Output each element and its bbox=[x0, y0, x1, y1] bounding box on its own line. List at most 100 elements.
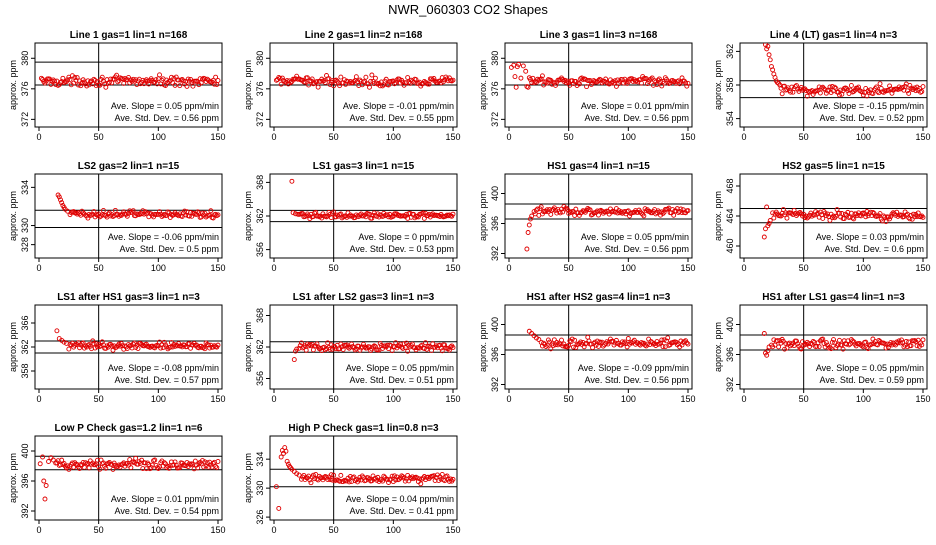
data-point bbox=[685, 80, 691, 86]
data-point bbox=[915, 337, 921, 343]
data-point bbox=[863, 214, 869, 220]
data-point bbox=[81, 464, 87, 470]
slope-annotation: Ave. Slope = -0.01 ppm/min bbox=[343, 101, 454, 111]
slope-annotation: Ave. Slope = 0.01 ppm/min bbox=[581, 101, 689, 111]
data-point bbox=[536, 337, 542, 342]
data-point bbox=[294, 346, 300, 352]
data-point bbox=[324, 214, 329, 220]
data-point bbox=[327, 477, 333, 483]
data-point bbox=[431, 76, 437, 81]
data-point bbox=[585, 206, 591, 211]
data-point bbox=[302, 79, 308, 85]
std-dev-annotation: Ave. Std. Dev. = 0.52 ppm bbox=[820, 113, 924, 123]
data-points bbox=[508, 61, 691, 90]
slope-annotation: Ave. Slope = -0.09 ppm/min bbox=[578, 363, 689, 373]
data-point bbox=[568, 210, 574, 215]
data-point bbox=[372, 75, 378, 81]
data-point bbox=[685, 208, 691, 214]
data-point bbox=[587, 207, 593, 213]
data-point bbox=[133, 455, 139, 461]
data-point bbox=[572, 213, 578, 218]
y-tick-label: 356 bbox=[255, 242, 265, 257]
data-point bbox=[38, 75, 44, 81]
x-tick-label: 50 bbox=[799, 132, 809, 142]
x-tick-label: 150 bbox=[915, 394, 930, 404]
data-point bbox=[128, 465, 134, 471]
data-point bbox=[846, 342, 852, 348]
data-point bbox=[661, 337, 667, 343]
x-tick-label: 150 bbox=[680, 263, 695, 273]
data-point bbox=[586, 338, 592, 344]
data-point bbox=[820, 215, 826, 221]
data-point bbox=[303, 347, 309, 353]
data-point bbox=[438, 80, 444, 86]
data-point bbox=[363, 74, 369, 80]
data-point bbox=[392, 81, 397, 87]
data-point bbox=[654, 82, 660, 87]
data-point bbox=[788, 89, 793, 95]
y-axis-label: approx. ppm bbox=[8, 322, 18, 372]
data-point bbox=[46, 459, 51, 464]
y-tick-label: 460 bbox=[725, 238, 735, 253]
data-point bbox=[764, 46, 770, 52]
data-point bbox=[308, 480, 314, 486]
data-point bbox=[899, 337, 904, 343]
data-point bbox=[851, 216, 857, 222]
data-point bbox=[114, 72, 120, 78]
data-point bbox=[421, 215, 427, 221]
y-axis-label: approx. ppm bbox=[713, 191, 723, 241]
slope-annotation: Ave. Slope = 0 ppm/min bbox=[358, 232, 454, 242]
data-point bbox=[639, 80, 644, 86]
y-axis-label: approx. ppm bbox=[8, 191, 18, 241]
y-tick-label: 362 bbox=[255, 208, 265, 223]
y-tick-label: 396 bbox=[725, 347, 735, 362]
data-point bbox=[780, 207, 786, 212]
data-point bbox=[592, 339, 598, 345]
data-point bbox=[656, 76, 662, 82]
data-point bbox=[349, 341, 355, 347]
data-point bbox=[664, 77, 669, 82]
data-point bbox=[529, 213, 535, 219]
x-tick-label: 0 bbox=[271, 394, 276, 404]
data-point bbox=[584, 84, 590, 90]
data-point bbox=[870, 209, 876, 215]
data-point bbox=[127, 80, 133, 86]
data-point bbox=[684, 340, 690, 346]
data-point bbox=[90, 338, 96, 344]
panel-3: Line 3 gas=1 lin=3 n=168 0 50 100 150 372 376 3… bbox=[478, 30, 696, 142]
data-point bbox=[415, 214, 421, 220]
data-point bbox=[813, 209, 819, 215]
y-tick-label: 392 bbox=[490, 377, 500, 392]
y-tick-label: 354 bbox=[725, 111, 735, 126]
data-points bbox=[526, 328, 691, 352]
data-point bbox=[906, 90, 912, 96]
data-point bbox=[347, 212, 353, 218]
y-axis-label: approx. ppm bbox=[713, 322, 723, 372]
std-dev-annotation: Ave. Std. Dev. = 0.56 ppm bbox=[585, 113, 689, 123]
data-point bbox=[847, 341, 853, 347]
data-point bbox=[200, 458, 205, 463]
data-point bbox=[331, 472, 337, 478]
data-point bbox=[525, 230, 531, 235]
data-point bbox=[201, 464, 207, 470]
x-tick-label: 0 bbox=[741, 263, 746, 273]
x-tick-label: 50 bbox=[564, 132, 574, 142]
data-point bbox=[327, 346, 333, 352]
data-point bbox=[50, 457, 56, 463]
data-points bbox=[273, 72, 456, 90]
data-point bbox=[625, 79, 631, 85]
data-point bbox=[794, 338, 799, 344]
panel-9: LS1 after HS1 gas=3 lin=1 n=3 0 50 100 150 35… bbox=[8, 292, 226, 404]
panel-title: HS1 after LS1 gas=4 lin=1 n=3 bbox=[762, 292, 905, 303]
data-point bbox=[278, 81, 284, 87]
data-point bbox=[135, 461, 141, 467]
x-tick-label: 50 bbox=[94, 525, 104, 535]
slope-annotation: Ave. Slope = 0.05 ppm/min bbox=[816, 363, 924, 373]
data-point bbox=[202, 459, 208, 465]
y-tick-label: 326 bbox=[255, 510, 265, 525]
plot-frame bbox=[269, 435, 458, 521]
data-point bbox=[67, 76, 73, 82]
x-tick-label: 150 bbox=[680, 132, 695, 142]
data-point bbox=[439, 348, 445, 354]
data-point bbox=[888, 214, 894, 220]
